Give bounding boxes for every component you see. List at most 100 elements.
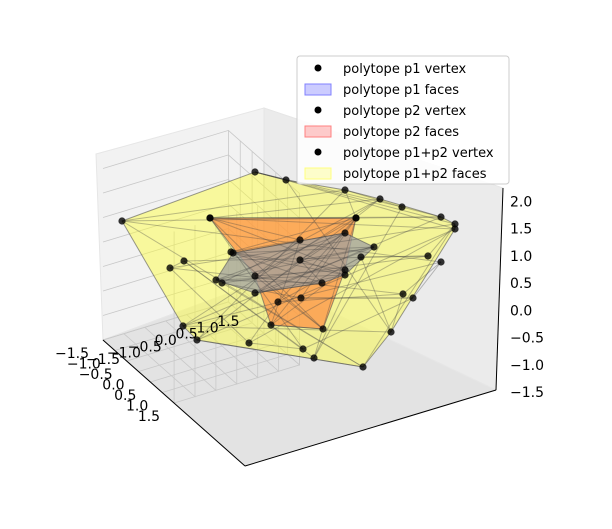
polytope-edge [344, 189, 357, 219]
z-tick-label: 1.0 [510, 249, 532, 265]
polytope-edge [362, 223, 456, 368]
polytope-edge [196, 198, 381, 341]
polytope-edge [299, 246, 375, 261]
polytope-edge [230, 251, 346, 271]
polytope-edge [313, 256, 362, 359]
polytope-edge [270, 269, 346, 326]
polytope-edge [209, 217, 456, 230]
polytope-edge [209, 217, 304, 350]
polytope-faces [121, 171, 456, 368]
polytope-edge [183, 260, 304, 350]
axis-ticks: −1.5−1.0−0.50.00.51.01.5−1.5−1.0−0.50.00… [55, 194, 544, 425]
polytope-edge [254, 246, 375, 294]
polytope-edge [254, 171, 287, 181]
y-axis-line [244, 389, 497, 467]
polytope-edge [221, 282, 302, 299]
polytope-p1-vertex [370, 243, 378, 251]
polytope-p2-vertex [319, 325, 327, 333]
polytope-p1-p2-vertex [297, 294, 305, 302]
polytope-edge [270, 239, 301, 326]
z-tick-label: 1.5 [510, 222, 532, 238]
polytope-edge [270, 217, 357, 326]
polytope-edge [182, 216, 442, 327]
polytope-edge [285, 179, 392, 333]
z-tick-label: −1.5 [510, 385, 544, 401]
legend: polytope p1 vertex polytope p1 faces polyt… [296, 55, 510, 185]
polytope-p1-vertex [296, 256, 304, 264]
polytope-vertices [118, 168, 459, 371]
polytope-edge [254, 269, 346, 277]
polytope-edge [299, 259, 323, 284]
polytope-edge [232, 246, 375, 254]
polytope-p1-p2-vertex [398, 203, 406, 211]
y-gridline [123, 225, 196, 398]
polytope-edge [254, 171, 287, 181]
polytope-edge [254, 217, 357, 277]
legend-label: polytope p1+p2 faces [343, 167, 487, 182]
polytope-edge [209, 216, 442, 219]
polytope-edge [209, 217, 324, 330]
polytope-edge [254, 275, 324, 330]
polytope-edge [209, 217, 346, 271]
polytope-edge [360, 255, 429, 258]
polytope-edge [248, 301, 279, 344]
axis-lines [102, 187, 504, 467]
x-axis-line [102, 339, 246, 467]
polytope-edge [169, 223, 456, 269]
polytope-edge [390, 293, 404, 333]
z-tick-label: 2.0 [510, 194, 532, 210]
polytope-edge [254, 282, 323, 294]
polytope-p1-p2-vertex [424, 252, 432, 260]
legend-label: polytope p2 vertex [343, 104, 467, 119]
polytope-edge [121, 216, 442, 222]
polytope-p1-vertex [212, 276, 220, 284]
polytope-edge [215, 232, 346, 281]
polytope-p1-p2-vertex [341, 186, 349, 194]
polytope-p1-p2-vertex [166, 264, 174, 272]
polytope-edge [196, 228, 456, 341]
legend-face-patch [304, 83, 332, 96]
polytope-edge [169, 267, 404, 295]
z-gridline [102, 129, 300, 194]
polytope-p1-p2-vertex [193, 336, 201, 344]
legend-vertex-marker [314, 148, 322, 156]
z-tick-label: −0.5 [510, 331, 544, 347]
polytope-edge [209, 198, 381, 219]
polytope-edge [277, 256, 362, 303]
y-tick-label: −1.0 [107, 346, 141, 362]
polytope-p2-vertex [206, 214, 214, 222]
polytope-edge [344, 189, 403, 208]
polytope-p2-vertex [352, 214, 360, 222]
x-tick-label: 0.0 [102, 378, 124, 394]
polytope-edge [299, 259, 346, 276]
polytope-edge [121, 220, 364, 368]
polytope-p1-p2-vertex [451, 220, 459, 228]
polytope-p1-p2-vertex [180, 257, 188, 265]
polytope-edge [183, 260, 315, 359]
polytope-p1-p2-vertex [376, 195, 384, 203]
polytope-p1-p2-vertex [179, 322, 187, 330]
legend-vertex-marker [314, 106, 322, 114]
polytope-p1-p2-vertex [310, 354, 318, 362]
y-tick-label: 0.0 [155, 333, 177, 349]
legend-vertex-marker [314, 64, 322, 72]
polytope-p1-p2-vertex [359, 363, 367, 371]
polytope-p1-p2-vertex [437, 258, 445, 266]
polytope-edge [402, 261, 442, 295]
polytope-p1-p2-vertex [437, 213, 445, 221]
polytope-edge [182, 261, 442, 327]
polytope-p2-vertex [341, 266, 349, 274]
polytope-p1-p2-vertex [451, 225, 459, 233]
z-tick-label: −1.0 [510, 358, 544, 374]
x-tick-label: −1.0 [67, 357, 101, 373]
legend-label: polytope p1+p2 vertex [343, 146, 494, 161]
polytope-p1-p2-vertex [387, 328, 395, 336]
y-tick-label: −0.5 [128, 339, 162, 355]
polytope-p1-p2-vertex [282, 176, 290, 184]
polytope-edge [302, 297, 414, 350]
polytope-edge [313, 217, 357, 359]
legend-label: polytope p1 faces [343, 83, 459, 98]
polytope-edge [196, 189, 346, 341]
polytope-p1-vertex [341, 229, 349, 237]
polytope-edge [285, 179, 456, 230]
